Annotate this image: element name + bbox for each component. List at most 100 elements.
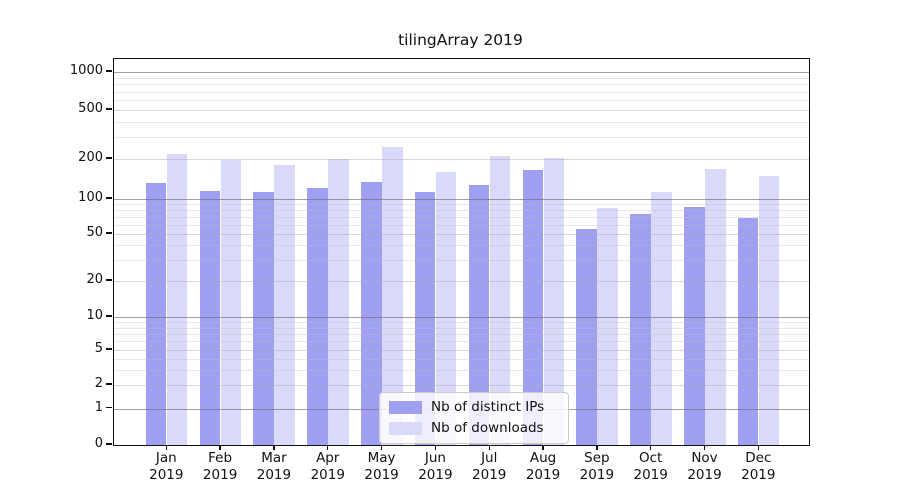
x-tick-mark-dec	[757, 445, 759, 450]
bar-downloads-dec	[758, 176, 780, 445]
x-tick-year: 2019	[525, 467, 561, 483]
bar-ips-jun	[414, 191, 436, 445]
gridline-900	[114, 77, 809, 79]
x-tick-label-jun: Jun 2019	[403, 450, 467, 484]
gridline-10	[114, 317, 809, 318]
x-tick-mark-jun	[434, 445, 437, 450]
legend-label-downloads: Nb of downloads	[431, 420, 544, 436]
bar-ips-dec	[737, 218, 759, 445]
y-tick-mark-1	[106, 406, 112, 409]
bar-ips-apr	[307, 188, 328, 445]
bar-downloads-sep	[597, 207, 618, 445]
x-tick-label-may: May 2019	[350, 450, 414, 484]
bar-ips-may	[361, 182, 382, 445]
gridline-50	[114, 234, 809, 235]
y-tick-label-1: 1	[94, 399, 103, 415]
x-tick-year: 2019	[579, 467, 615, 483]
gridline-800	[114, 84, 809, 86]
x-tick-mark-sep	[596, 445, 598, 450]
plot-area: Nb of distinct IPs Nb of downloads	[113, 58, 810, 446]
legend-item-distinct-ips: Nb of distinct IPs	[389, 399, 559, 415]
y-tick-label-10: 10	[86, 308, 103, 323]
y-tick-label-500: 500	[78, 101, 103, 116]
gridline-8	[114, 327, 809, 329]
y-tick-label-100: 100	[78, 190, 103, 205]
bar-ips-oct	[630, 213, 651, 445]
y-tick-label-0: 0	[94, 436, 103, 451]
legend-item-downloads: Nb of downloads	[389, 420, 559, 436]
x-tick-label-nov: Nov 2019	[673, 450, 737, 484]
bar-downloads-may	[382, 147, 403, 445]
bar-ips-jul	[468, 184, 490, 445]
x-tick-label-mar: Mar 2019	[242, 450, 306, 484]
gridline-100	[114, 199, 809, 200]
legend: Nb of distinct IPs Nb of downloads	[379, 392, 569, 444]
x-tick-year: 2019	[687, 467, 722, 483]
bar-downloads-apr	[328, 159, 349, 445]
x-tick-month: Aug	[529, 450, 557, 466]
gridline-600	[114, 100, 809, 101]
x-tick-month: May	[367, 450, 396, 466]
x-tick-month: Oct	[639, 450, 663, 466]
y-tick-label-200: 200	[78, 150, 103, 165]
y-tick-mark-500	[106, 108, 112, 110]
bar-downloads-jan	[166, 154, 188, 445]
x-tick-year: 2019	[633, 467, 668, 483]
y-tick-mark-200	[106, 157, 112, 159]
bar-downloads-jul	[489, 156, 511, 445]
gridline-500	[114, 110, 809, 111]
chart-title: tilingArray 2019	[398, 31, 523, 49]
gridline-60	[114, 224, 809, 226]
x-tick-month: Jun	[424, 450, 446, 466]
x-tick-mark-aug	[542, 445, 544, 450]
gridline-5	[114, 350, 809, 351]
x-tick-mark-jan	[165, 445, 167, 450]
x-tick-label-sep: Sep 2019	[565, 450, 629, 484]
x-tick-mark-nov	[703, 445, 706, 450]
gridline-40	[114, 245, 809, 247]
x-tick-year: 2019	[741, 467, 776, 483]
gridline-6	[114, 341, 809, 343]
gridline-4	[114, 358, 809, 360]
x-tick-mark-oct	[649, 445, 652, 450]
y-tick-mark-50	[106, 232, 112, 234]
x-tick-month: Jul	[481, 450, 498, 466]
gridline-30	[114, 260, 809, 262]
bar-ips-nov	[684, 207, 705, 445]
x-tick-year: 2019	[256, 467, 292, 483]
x-tick-month: Feb	[208, 450, 233, 466]
x-tick-year: 2019	[418, 467, 453, 483]
x-tick-label-jan: Jan 2019	[134, 450, 198, 484]
x-tick-label-jul: Jul 2019	[457, 450, 521, 484]
y-tick-mark-20	[106, 279, 112, 281]
x-tick-month: Jan	[155, 450, 177, 466]
gridline-9	[114, 322, 809, 324]
x-tick-label-oct: Oct 2019	[619, 450, 683, 484]
x-tick-year: 2019	[364, 467, 399, 483]
gridline-200	[114, 159, 809, 160]
x-tick-label-dec: Dec 2019	[726, 450, 790, 484]
x-tick-month: Nov	[691, 450, 718, 466]
x-tick-mark-jul	[488, 445, 490, 450]
bar-downloads-oct	[651, 191, 672, 445]
bar-downloads-mar	[274, 165, 295, 445]
y-tick-label-1000: 1000	[69, 63, 103, 78]
bar-ips-aug	[522, 170, 544, 445]
legend-swatch-downloads	[389, 421, 422, 435]
gridline-3	[114, 369, 809, 371]
gridline-300	[114, 137, 809, 139]
x-tick-label-aug: Aug 2019	[511, 450, 575, 484]
legend-label-distinct-ips: Nb of distinct IPs	[431, 399, 545, 415]
legend-swatch-distinct-ips	[389, 400, 422, 414]
bar-downloads-nov	[705, 169, 726, 445]
y-tick-label-2: 2	[94, 376, 103, 391]
gridline-20	[114, 281, 809, 282]
y-tick-mark-0	[106, 443, 112, 445]
gridline-90	[114, 204, 809, 206]
y-tick-label-5: 5	[94, 341, 103, 356]
x-tick-year: 2019	[310, 467, 345, 483]
y-tick-mark-1000	[106, 70, 112, 72]
y-tick-label-50: 50	[86, 225, 103, 240]
x-tick-mark-may	[380, 445, 383, 450]
